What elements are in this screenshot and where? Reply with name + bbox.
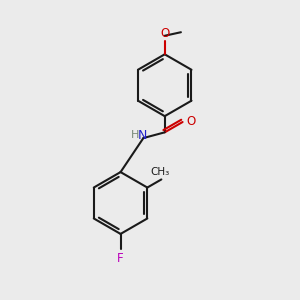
Text: N: N bbox=[138, 129, 147, 142]
Text: O: O bbox=[160, 27, 169, 40]
Text: CH₃: CH₃ bbox=[150, 167, 170, 177]
Text: H: H bbox=[131, 130, 139, 140]
Text: F: F bbox=[117, 252, 124, 265]
Text: O: O bbox=[186, 115, 196, 128]
